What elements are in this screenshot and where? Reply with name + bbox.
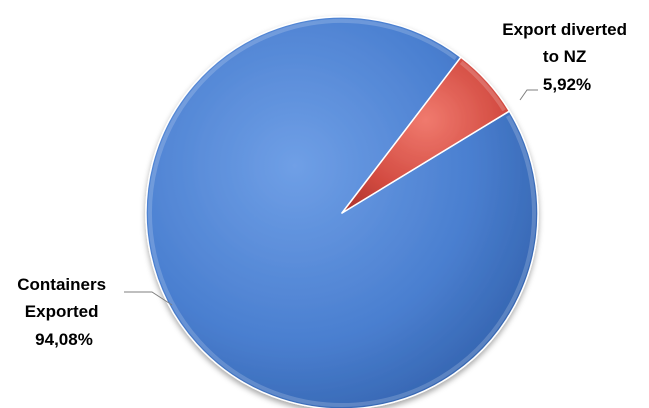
pie-slice-containers-exported-highlight xyxy=(148,19,536,408)
pie-slice-export-diverted-highlight xyxy=(459,60,506,112)
leader-line-containers-exported xyxy=(124,291,173,306)
leader-lines xyxy=(124,89,538,306)
leader-line-export-diverted xyxy=(519,89,538,101)
data-labels: Containers Exported 94,08% Export divert… xyxy=(17,20,631,349)
label-containers-exported: Containers Exported 94,08% xyxy=(17,275,111,349)
pie-slice-export-diverted xyxy=(341,56,511,214)
pie-slices xyxy=(145,16,539,408)
label-export-diverted: Export diverted to NZ 5,92% xyxy=(502,20,631,94)
slice-highlights xyxy=(148,19,536,408)
